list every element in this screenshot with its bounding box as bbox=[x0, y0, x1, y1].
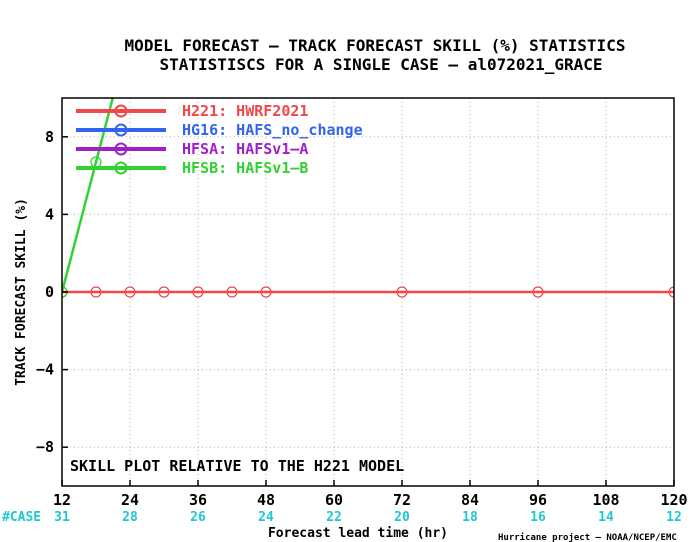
chart-title: MODEL FORECAST – TRACK FORECAST SKILL (%… bbox=[125, 36, 626, 55]
y-tick-label: 0 bbox=[45, 283, 54, 301]
case-count: 28 bbox=[122, 510, 138, 525]
y-tick-label: −4 bbox=[36, 361, 54, 379]
y-tick-label: 8 bbox=[45, 128, 54, 146]
y-tick-label: −8 bbox=[36, 438, 54, 456]
x-tick-label: 72 bbox=[393, 491, 411, 509]
case-count: 31 bbox=[54, 510, 70, 525]
x-tick-label: 108 bbox=[592, 491, 619, 509]
case-count: 24 bbox=[258, 510, 274, 525]
legend-marker-1 bbox=[114, 123, 128, 137]
series-point-0 bbox=[124, 286, 136, 298]
case-count: 20 bbox=[394, 510, 410, 525]
case-label: #CASE bbox=[2, 510, 41, 525]
case-count: 16 bbox=[530, 510, 546, 525]
series-point-0 bbox=[260, 286, 272, 298]
x-tick-label: 24 bbox=[121, 491, 139, 509]
x-tick-label: 96 bbox=[529, 491, 547, 509]
x-axis-label: Forecast lead time (hr) bbox=[268, 526, 448, 541]
x-tick-label: 36 bbox=[189, 491, 207, 509]
case-count: 26 bbox=[190, 510, 206, 525]
y-axis-label: TRACK FORECAST SKILL (%) bbox=[14, 198, 29, 386]
series-point-0 bbox=[90, 286, 102, 298]
case-count: 18 bbox=[462, 510, 478, 525]
legend-label-0: H221: HWRF2021 bbox=[182, 102, 308, 120]
x-tick-label: 84 bbox=[461, 491, 479, 509]
series-point-0 bbox=[532, 286, 544, 298]
legend-marker-0 bbox=[114, 104, 128, 118]
grid bbox=[62, 98, 674, 486]
series-point-0 bbox=[668, 286, 674, 298]
series-point-0 bbox=[226, 286, 238, 298]
series-point-0 bbox=[158, 286, 170, 298]
credit-text: Hurricane project – NOAA/NCEP/EMC bbox=[498, 532, 677, 542]
axis-ticks: 1231242836264824602272208418961610814120… bbox=[36, 128, 688, 525]
chart-subtitle: STATISTISCS FOR A SINGLE CASE – al072021… bbox=[159, 55, 602, 74]
x-tick-label: 48 bbox=[257, 491, 275, 509]
series-point-0 bbox=[192, 286, 204, 298]
series-layer bbox=[62, 98, 674, 298]
series-point-0 bbox=[396, 286, 408, 298]
case-count: 12 bbox=[666, 510, 682, 525]
x-tick-label: 12 bbox=[53, 491, 71, 509]
legend-label-2: HFSA: HAFSv1–A bbox=[182, 140, 308, 158]
x-tick-label: 60 bbox=[325, 491, 343, 509]
case-count: 14 bbox=[598, 510, 614, 525]
x-tick-label: 120 bbox=[660, 491, 687, 509]
legend-marker-2 bbox=[114, 142, 128, 156]
legend-marker-3 bbox=[114, 161, 128, 175]
case-count: 22 bbox=[326, 510, 342, 525]
skill-plot-note: SKILL PLOT RELATIVE TO THE H221 MODEL bbox=[70, 457, 404, 475]
legend-label-3: HFSB: HAFSv1–B bbox=[182, 159, 308, 177]
y-tick-label: 4 bbox=[45, 205, 54, 223]
legend-label-1: HG16: HAFS_no_change bbox=[182, 121, 363, 139]
series-line-3 bbox=[62, 98, 115, 293]
